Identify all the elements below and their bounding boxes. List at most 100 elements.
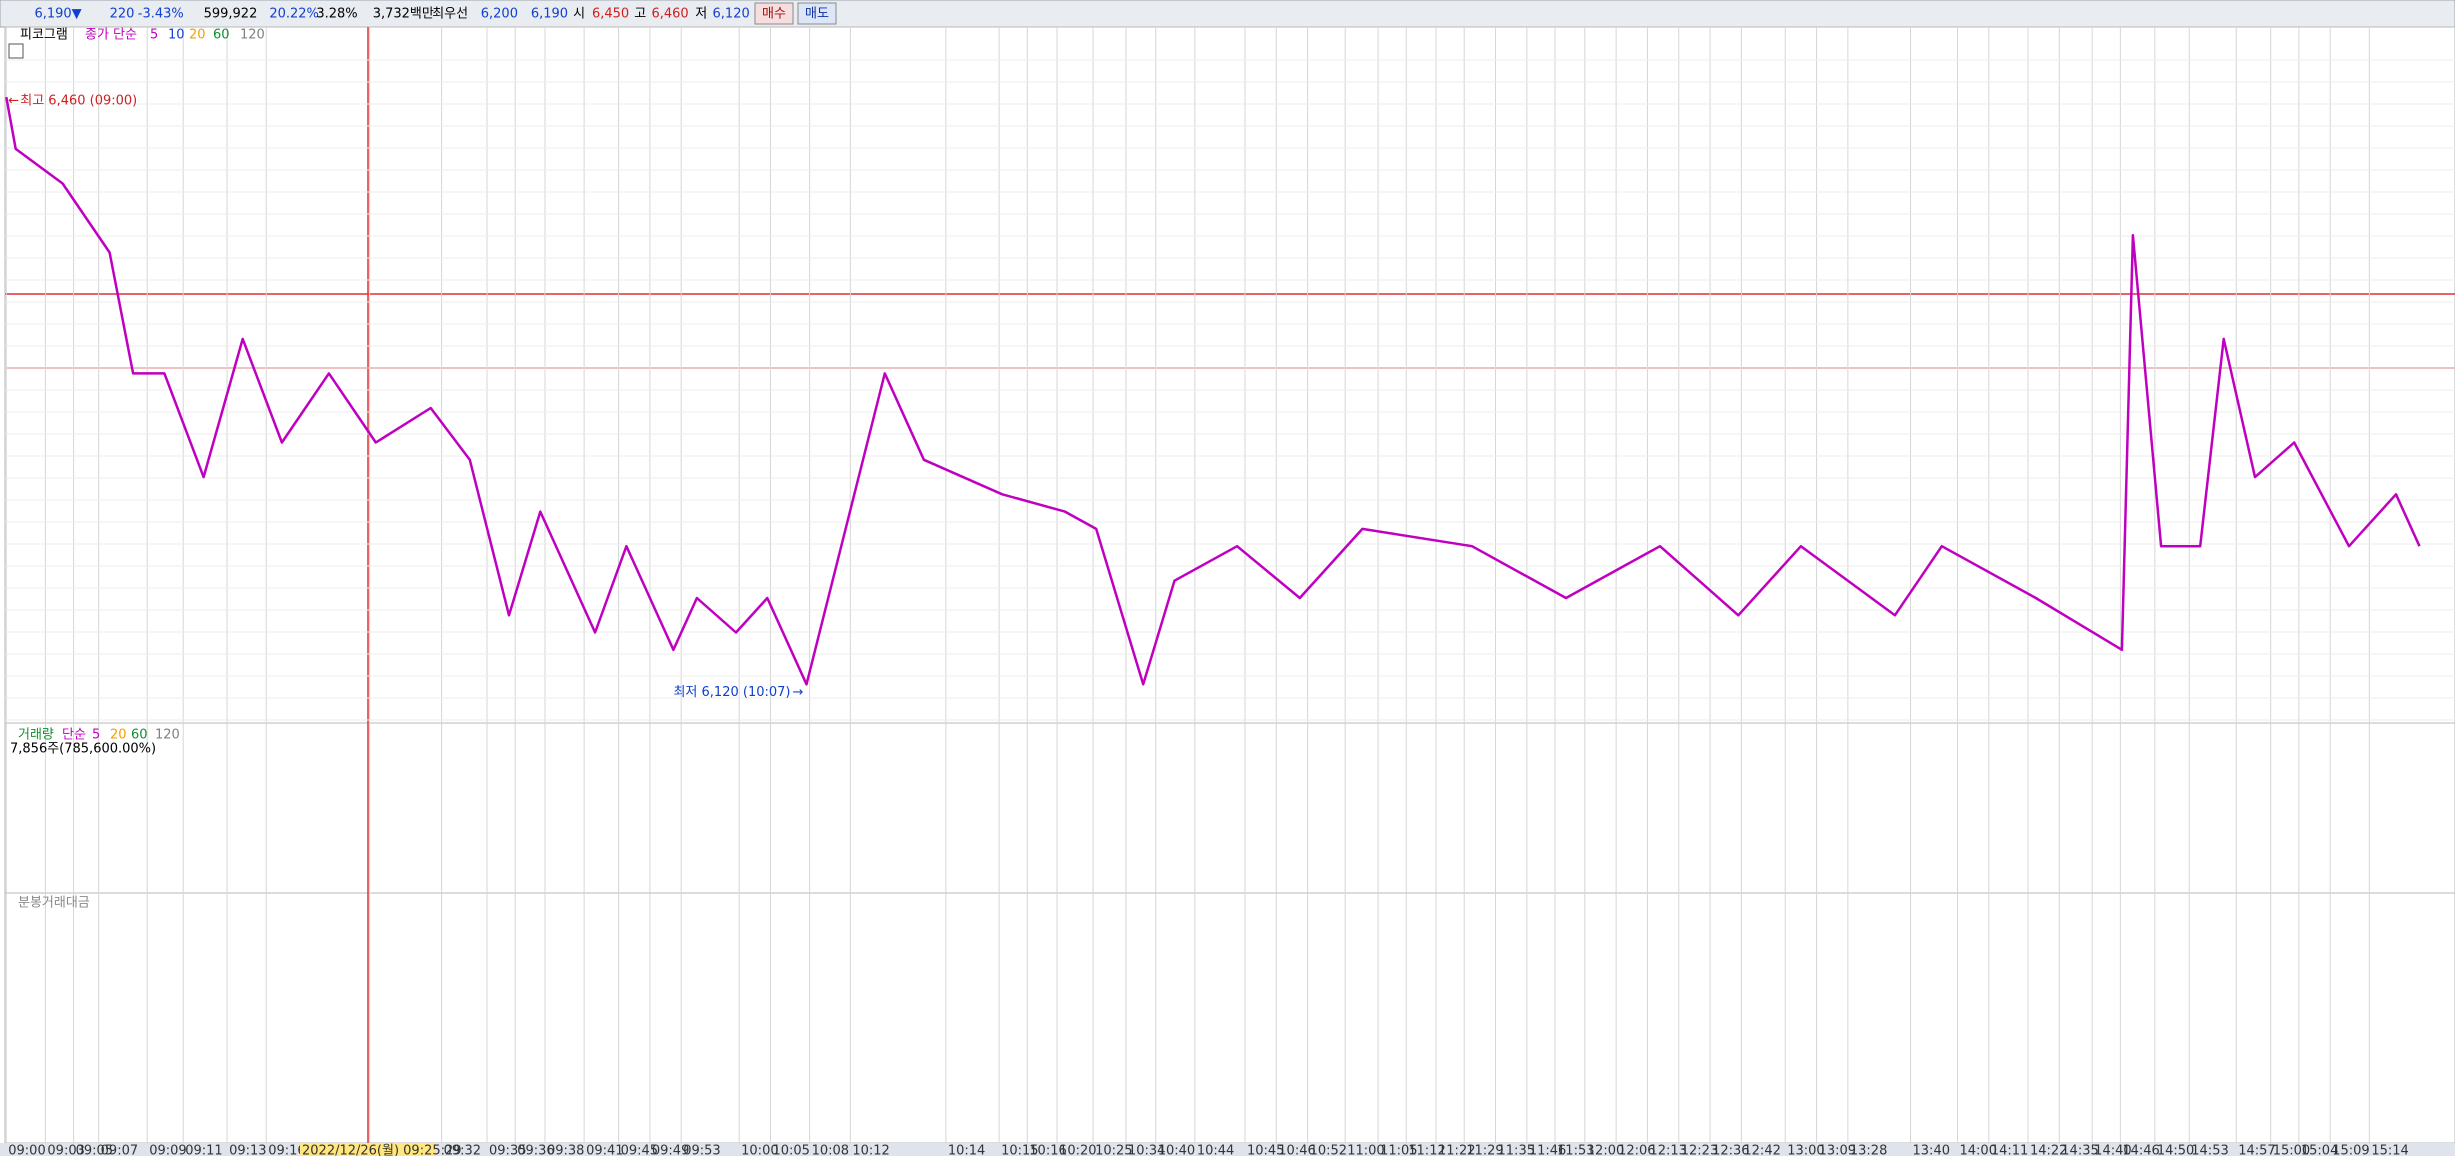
time-label: 09:36 (517, 1144, 554, 1156)
buy-button-bg[interactable] (754, 2, 794, 25)
time-label: 10:00 (741, 1144, 778, 1156)
time-label: 14:53 (2191, 1144, 2228, 1156)
time-label: 10:40 (1158, 1144, 1195, 1156)
time-label: 13:28 (1850, 1144, 1887, 1156)
ma-period: 5 (150, 28, 158, 43)
time-label: 10:15 (1001, 1144, 1038, 1156)
time-label: 11:05 (1380, 1144, 1417, 1156)
time-label: 13:09 (1819, 1144, 1856, 1156)
volume-ma-period: 120 (155, 728, 180, 743)
time-label: 10:25 (1095, 1144, 1132, 1156)
high-note: 최고 6,460 (09:00) (20, 94, 137, 109)
low-note: 최저 6,120 (10:07) (673, 685, 790, 700)
time-label: 10:14 (948, 1144, 985, 1156)
grid-icon[interactable] (8, 43, 24, 59)
time-label: 10:52 (1310, 1144, 1347, 1156)
time-label: 12:00 (1587, 1144, 1624, 1156)
time-label: 09:09 (149, 1144, 186, 1156)
high-arrow: ← (8, 94, 19, 109)
time-label: 09:00 (8, 1144, 45, 1156)
time-label: 09:03 (47, 1144, 84, 1156)
time-label: 12:06 (1618, 1144, 1655, 1156)
toolbar-open-label: 시 (573, 7, 585, 22)
time-label: 09:49 (652, 1144, 689, 1156)
toolbar-change: 220 (110, 7, 135, 22)
toolbar-turnover-pct: 20.22% (269, 7, 319, 22)
toolbar-change-pct: -3.43% (138, 7, 184, 22)
time-label: 10:12 (852, 1144, 889, 1156)
ma-period: 120 (240, 28, 265, 43)
toolbar-volume: 599,922 (204, 7, 258, 22)
toolbar-high-label: 고 (634, 7, 646, 22)
toolbar-price: 6,190▼ (34, 7, 81, 22)
price-ma-label: 종가 단순 (85, 28, 137, 43)
time-label: 11:53 (1557, 1144, 1594, 1156)
volume-ma-period: 60 (131, 728, 148, 743)
time-label: 10:45 (1247, 1144, 1284, 1156)
volume-panel-title: 거래량 (18, 728, 54, 743)
date-label-bg (300, 1144, 436, 1156)
time-axis (0, 1143, 2455, 1156)
price-panel-title: 피코그램 (20, 28, 68, 43)
toolbar-amount: 3,732백만 (373, 7, 434, 22)
time-label: 15:14 (2371, 1144, 2408, 1156)
sell-button[interactable]: 매도 (805, 7, 829, 22)
time-label: 09:07 (101, 1144, 138, 1156)
time-label: 12:13 (1649, 1144, 1686, 1156)
price-line-series (5, 96, 2421, 686)
time-label: 12:36 (1712, 1144, 1749, 1156)
time-label: 10:20 (1059, 1144, 1096, 1156)
time-label: 11:29 (1466, 1144, 1503, 1156)
time-label: 09:53 (683, 1144, 720, 1156)
price-panel (4, 26, 2455, 724)
time-label: 14:57 (2238, 1144, 2275, 1156)
time-label: 09:41 (586, 1144, 623, 1156)
time-label: 2022/12/26(월) 09:25:29 (302, 1144, 462, 1156)
toolbar-best-bid: 6,190 (531, 7, 568, 22)
toolbar-best-label: 최우선 (432, 7, 468, 22)
time-label: 09:45 (621, 1144, 658, 1156)
time-label: 09:11 (185, 1144, 222, 1156)
time-label: 09:35 (489, 1144, 526, 1156)
time-label: 09:05 (76, 1144, 113, 1156)
volume-ma-label: 단순 (62, 728, 86, 743)
time-label: 11:35 (1498, 1144, 1535, 1156)
time-label: 14:40 (2094, 1144, 2131, 1156)
time-label: 10:16 (1029, 1144, 1066, 1156)
time-label: 09:38 (547, 1144, 584, 1156)
volume-panel (4, 722, 2455, 894)
time-label: 14:50 (2157, 1144, 2194, 1156)
amount-panel (4, 892, 2455, 1144)
time-label: 13:40 (1913, 1144, 1950, 1156)
time-label: 12:23 (1681, 1144, 1718, 1156)
time-label: 15:09 (2332, 1144, 2369, 1156)
volume-ma-period: 20 (110, 728, 127, 743)
time-label: 09:32 (444, 1144, 481, 1156)
time-label: 12:42 (1743, 1144, 1780, 1156)
time-label: 15:04 (2301, 1144, 2338, 1156)
amount-panel-title: 분봉거래대금 (18, 896, 90, 911)
time-label: 14:22 (2030, 1144, 2067, 1156)
time-label: 11:22 (1438, 1144, 1475, 1156)
time-label: 09:16 (268, 1144, 305, 1156)
time-label: 10:44 (1197, 1144, 1234, 1156)
time-label: 14:35 (2061, 1144, 2098, 1156)
toolbar-best-ask: 6,200 (481, 7, 518, 22)
time-label: 14:00 (1960, 1144, 1997, 1156)
low-arrow: → (792, 685, 803, 700)
toolbar-ratio-pct: 3.28% (316, 7, 357, 22)
buy-button[interactable]: 매수 (762, 7, 786, 22)
time-label: 09:13 (229, 1144, 266, 1156)
time-label: 14:46 (2122, 1144, 2159, 1156)
volume-info: 7,856주(785,600.00%) (10, 742, 156, 757)
toolbar-low-label: 저 (695, 7, 707, 22)
sell-button-bg[interactable] (797, 2, 837, 25)
time-label: 10:34 (1128, 1144, 1165, 1156)
time-label: 10:05 (772, 1144, 809, 1156)
time-label: 14:11 (1991, 1144, 2028, 1156)
toolbar-low: 6,120 (713, 7, 750, 22)
time-label: 15:00 (2273, 1144, 2310, 1156)
volume-ma-period: 5 (92, 728, 100, 743)
